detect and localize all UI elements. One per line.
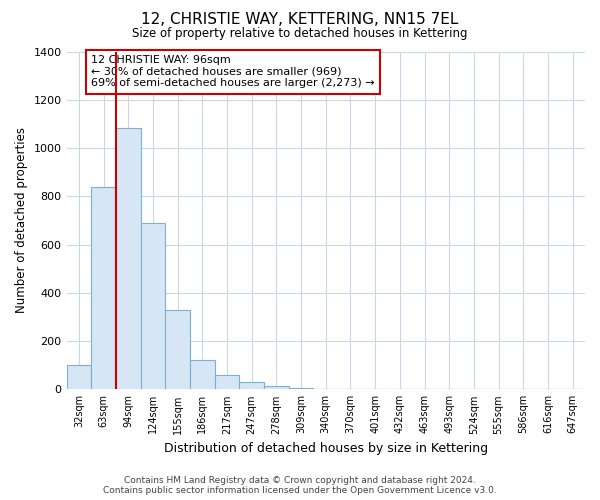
Bar [116,128,140,390]
Text: Contains HM Land Registry data © Crown copyright and database right 2024.
Contai: Contains HM Land Registry data © Crown c… [103,476,497,495]
Bar [239,382,264,390]
Y-axis label: Number of detached properties: Number of detached properties [15,128,28,314]
Text: 12 CHRISTIE WAY: 96sqm
← 30% of detached houses are smaller (969)
69% of semi-de: 12 CHRISTIE WAY: 96sqm ← 30% of detached… [91,55,375,88]
X-axis label: Distribution of detached houses by size in Kettering: Distribution of detached houses by size … [164,442,488,455]
Bar [264,386,289,390]
Bar [140,223,165,390]
Bar [91,186,116,390]
Bar [165,310,190,390]
Bar [215,375,239,390]
Text: 12, CHRISTIE WAY, KETTERING, NN15 7EL: 12, CHRISTIE WAY, KETTERING, NN15 7EL [142,12,458,28]
Text: Size of property relative to detached houses in Kettering: Size of property relative to detached ho… [132,28,468,40]
Bar [67,365,91,390]
Bar [289,388,313,390]
Bar [190,360,215,390]
